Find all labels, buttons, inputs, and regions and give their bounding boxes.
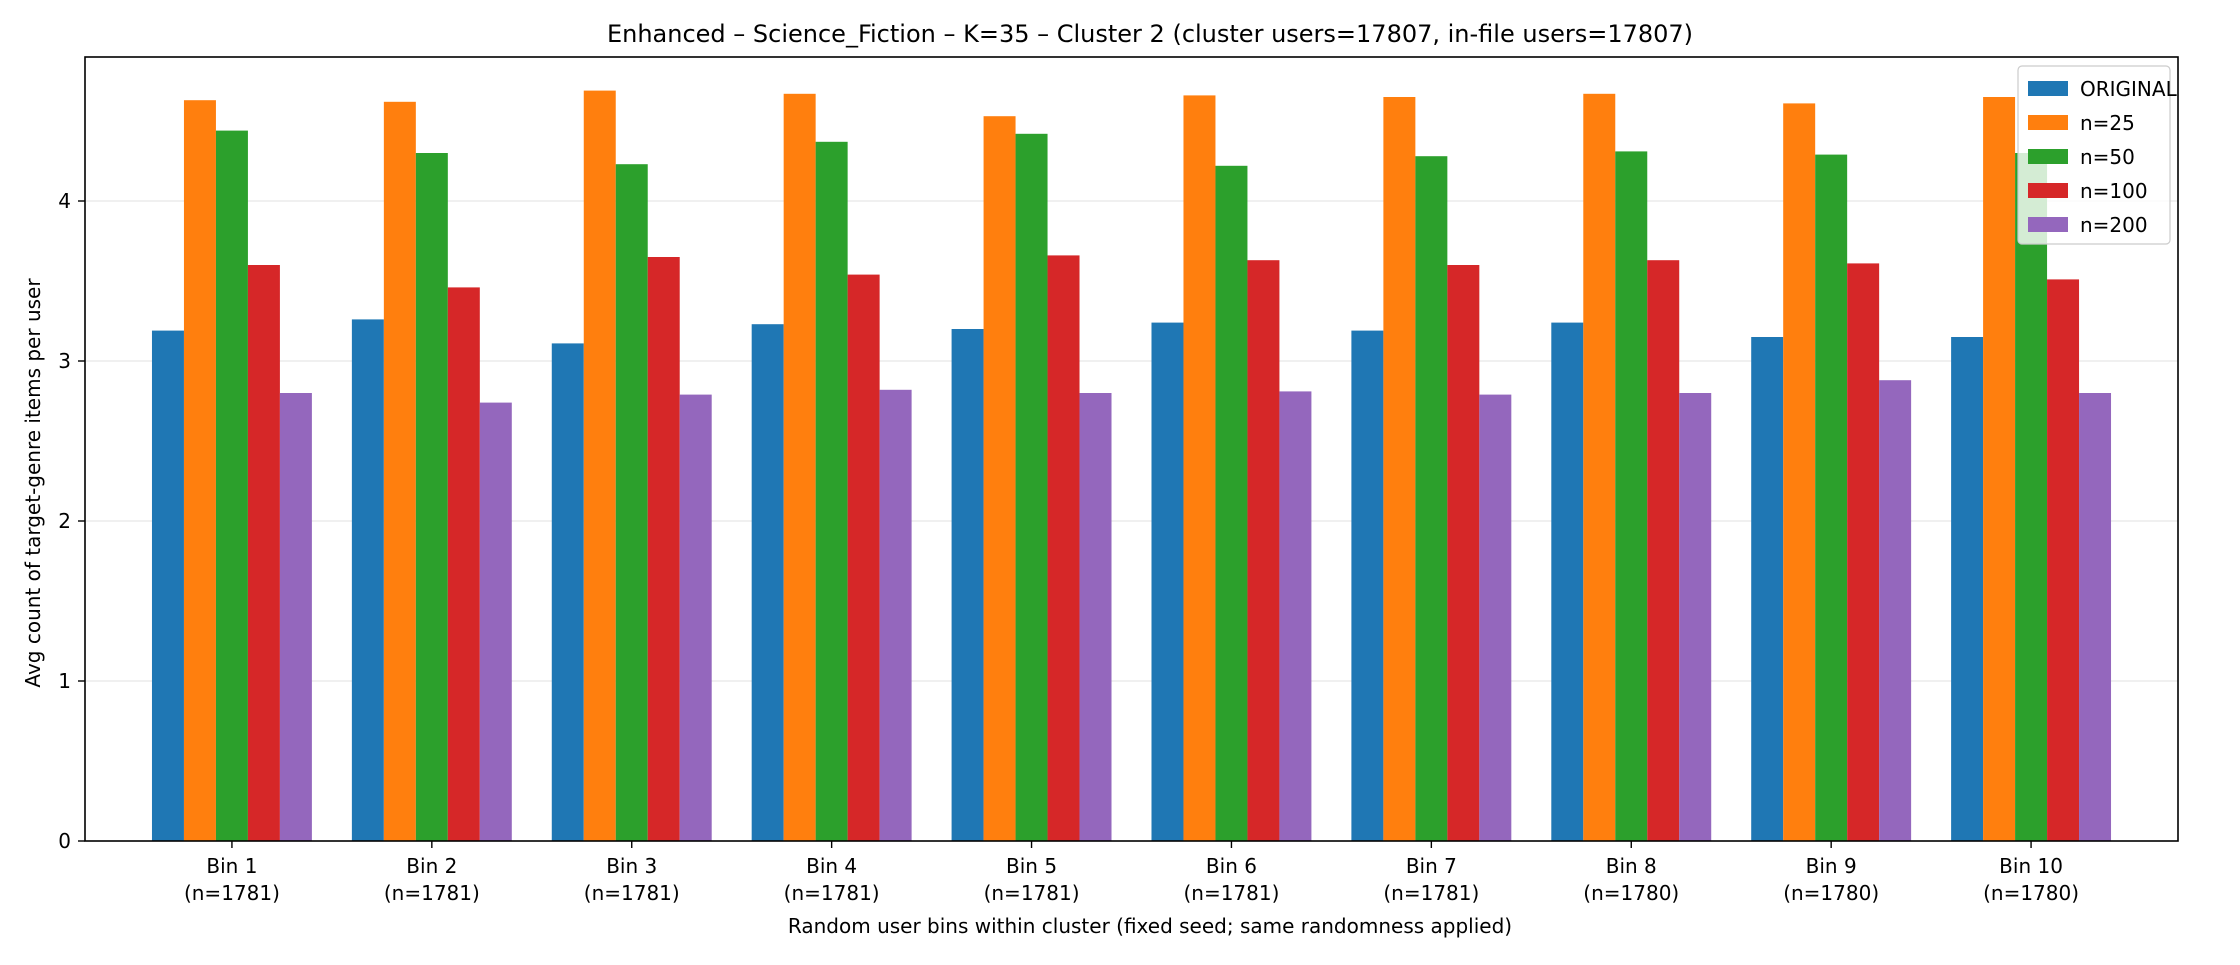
bar-1-ORIGINAL: [151, 330, 184, 841]
bar-2-ORIGINAL: [351, 319, 384, 841]
y-tick-label-0: 0: [58, 829, 71, 853]
x-tick-count-6: (n=1781): [1183, 881, 1279, 905]
bar-7-n=25: [1383, 97, 1416, 841]
bar-8-ORIGINAL: [1551, 322, 1584, 842]
bar-7-n=200: [1479, 394, 1512, 841]
x-tick-count-3: (n=1781): [584, 881, 680, 905]
y-axis: 0 1 2 3 4: [58, 189, 85, 853]
y-tick-label-1: 1: [58, 669, 71, 693]
bar-5-n=25: [983, 116, 1016, 841]
bar-2-n=100: [447, 287, 480, 841]
bar-8-n=100: [1647, 260, 1680, 841]
x-tick-label-9: Bin 9: [1806, 854, 1857, 878]
x-tick-count-2: (n=1781): [384, 881, 480, 905]
legend-label-n=100: n=100: [2080, 179, 2148, 203]
bar-9-n=25: [1783, 103, 1816, 841]
bar-7-n=50: [1415, 156, 1448, 841]
x-tick-label-5: Bin 5: [1006, 854, 1057, 878]
legend-label-ORIGINAL: ORIGINAL: [2080, 77, 2178, 101]
y-axis-label: Avg count of target-genre items per user: [21, 278, 45, 688]
bar-5-n=100: [1047, 255, 1080, 841]
bar-6-n=200: [1279, 391, 1312, 841]
y-tick-label-4: 4: [58, 189, 71, 213]
x-tick-label-10: Bin 10: [1999, 854, 2063, 878]
y-tick-label-3: 3: [58, 349, 71, 373]
x-tick-count-5: (n=1781): [984, 881, 1080, 905]
x-tick-count-7: (n=1781): [1383, 881, 1479, 905]
bar-1-n=50: [215, 130, 248, 842]
x-tick-count-9: (n=1780): [1783, 881, 1879, 905]
bar-8-n=25: [1583, 93, 1616, 842]
x-tick-count-10: (n=1780): [1983, 881, 2079, 905]
legend-label-n=200: n=200: [2080, 213, 2148, 237]
legend-swatch-n=200: [2028, 217, 2068, 232]
bar-9-ORIGINAL: [1751, 337, 1784, 841]
bar-6-n=25: [1183, 95, 1216, 841]
bar-2-n=25: [383, 101, 416, 842]
legend-swatch-n=100: [2028, 183, 2068, 198]
x-tick-count-1: (n=1781): [184, 881, 280, 905]
x-tick-label-7: Bin 7: [1406, 854, 1457, 878]
legend-label-n=25: n=25: [2080, 111, 2135, 135]
bar-3-n=50: [615, 164, 648, 841]
x-tick-label-4: Bin 4: [806, 854, 857, 878]
x-tick-label-3: Bin 3: [606, 854, 657, 878]
bar-9-n=200: [1879, 380, 1912, 841]
y-tick-label-2: 2: [58, 509, 71, 533]
x-axis-label: Random user bins within cluster (fixed s…: [788, 914, 1512, 938]
bar-4-n=100: [847, 274, 880, 842]
plot-frame: [84, 56, 2179, 842]
bar-8-n=50: [1615, 151, 1648, 841]
bar-7-n=100: [1447, 265, 1480, 841]
bar-7-ORIGINAL: [1351, 330, 1384, 841]
bar-4-n=50: [815, 141, 848, 842]
bar-5-ORIGINAL: [951, 329, 984, 841]
bar-9-n=50: [1815, 154, 1848, 842]
bar-10-n=25: [1983, 97, 2016, 841]
legend: ORIGINAL n=25 n=50 n=100 n=200: [2017, 65, 2178, 245]
bar-6-n=50: [1215, 165, 1248, 842]
bar-3-n=200: [679, 394, 712, 841]
bar-4-ORIGINAL: [751, 324, 784, 841]
chart-title: Enhanced – Science_Fiction – K=35 – Clus…: [607, 20, 1693, 48]
bar-10-ORIGINAL: [1951, 337, 1984, 841]
bar-4-n=25: [783, 93, 816, 842]
bar-1-n=25: [183, 100, 216, 841]
legend-swatch-n=50: [2028, 149, 2068, 164]
bar-4-n=200: [879, 389, 912, 841]
bar-1-n=200: [279, 393, 312, 841]
bar-3-n=25: [583, 90, 616, 842]
x-tick-label-8: Bin 8: [1606, 854, 1657, 878]
x-tick-label-2: Bin 2: [406, 854, 457, 878]
bar-10-n=100: [2047, 279, 2080, 841]
x-tick-count-8: (n=1780): [1583, 881, 1679, 905]
bar-6-ORIGINAL: [1151, 322, 1184, 842]
x-tick-label-6: Bin 6: [1206, 854, 1257, 878]
x-tick-label-1: Bin 1: [206, 854, 257, 878]
bar-2-n=200: [479, 402, 512, 841]
bar-3-n=100: [647, 257, 680, 841]
legend-label-n=50: n=50: [2080, 145, 2135, 169]
legend-swatch-ORIGINAL: [2028, 81, 2068, 96]
bar-5-n=50: [1015, 133, 1048, 842]
bar-1-n=100: [247, 265, 280, 841]
bar-10-n=50: [2015, 153, 2048, 841]
x-axis: Bin 1 (n=1781) Bin 2 (n=1781) Bin 3 (n=1781) B…: [184, 841, 2079, 905]
bar-5-n=200: [1079, 393, 1112, 841]
bar-9-n=100: [1847, 263, 1880, 841]
bar-6-n=100: [1247, 260, 1280, 841]
legend-box: [2017, 65, 2171, 245]
bars: [151, 90, 2112, 842]
bar-10-n=200: [2079, 393, 2112, 841]
bar-3-ORIGINAL: [551, 343, 584, 841]
x-tick-count-4: (n=1781): [784, 881, 880, 905]
legend-swatch-n=25: [2028, 115, 2068, 130]
bar-8-n=200: [1679, 393, 1712, 841]
bar-2-n=50: [415, 153, 448, 841]
